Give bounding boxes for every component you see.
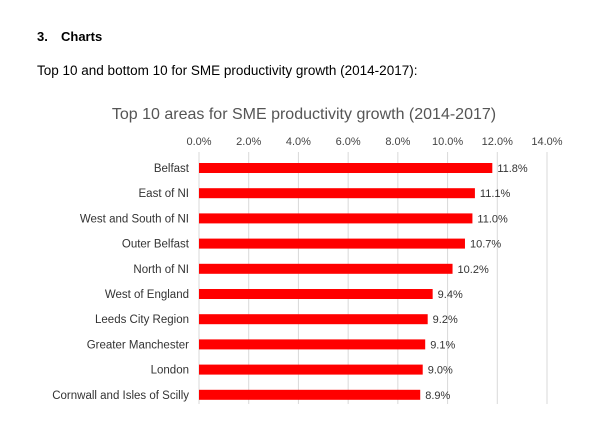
tick-label: 8.0% bbox=[385, 136, 410, 148]
bars bbox=[199, 163, 493, 400]
value-label: 8.9% bbox=[425, 390, 450, 402]
bar bbox=[199, 263, 453, 274]
value-label: 9.4% bbox=[438, 289, 463, 301]
category-labels: Belfast East of NI West and South of NI Out… bbox=[52, 163, 190, 402]
value-label: 9.0% bbox=[428, 365, 453, 377]
bar bbox=[199, 238, 465, 249]
bar bbox=[199, 389, 421, 400]
category-label: North of NI bbox=[133, 264, 189, 276]
category-label: Leeds City Region bbox=[95, 314, 189, 326]
value-label: 11.0% bbox=[477, 213, 508, 225]
tick-label: 10.0% bbox=[432, 136, 463, 148]
bar bbox=[199, 213, 473, 224]
bar bbox=[199, 314, 428, 325]
category-label: Greater Manchester bbox=[87, 339, 189, 351]
tick-label: 2.0% bbox=[236, 136, 261, 148]
section-heading: 3. Charts bbox=[37, 29, 102, 44]
value-label: 10.7% bbox=[470, 239, 501, 251]
tick-label: 12.0% bbox=[482, 136, 513, 148]
section-number: 3. bbox=[37, 29, 48, 44]
bar bbox=[199, 188, 475, 199]
category-label: West of England bbox=[105, 289, 189, 301]
category-label: Outer Belfast bbox=[122, 239, 190, 251]
category-label: East of NI bbox=[139, 188, 190, 200]
category-label: Cornwall and Isles of Scilly bbox=[52, 390, 189, 402]
tick-label: 6.0% bbox=[336, 136, 361, 148]
chart-title: Top 10 areas for SME productivity growth… bbox=[112, 106, 496, 123]
subheading: Top 10 and bottom 10 for SME productivit… bbox=[37, 63, 418, 78]
value-label: 9.1% bbox=[430, 339, 455, 351]
value-labels: 11.8% 11.1% 11.0% 10.7% 10.2% 9.4% 9.2% 9.1% 9.0… bbox=[425, 163, 528, 402]
section-title: Charts bbox=[61, 29, 103, 44]
tick-label: 4.0% bbox=[286, 136, 311, 148]
value-label: 10.2% bbox=[458, 264, 489, 276]
category-label: West and South of NI bbox=[80, 213, 189, 225]
bar bbox=[199, 339, 426, 350]
x-axis-ticks: 0.0% 2.0% 4.0% 6.0% 8.0% 10.0% 12.0% 14.0% bbox=[186, 136, 562, 148]
grid-lines bbox=[198, 152, 548, 404]
tick-label: 0.0% bbox=[186, 136, 211, 148]
value-label: 9.2% bbox=[433, 314, 458, 326]
category-label: Belfast bbox=[154, 163, 190, 175]
bar bbox=[199, 364, 423, 375]
value-label: 11.8% bbox=[497, 163, 528, 175]
tick-label: 14.0% bbox=[531, 136, 562, 148]
bar bbox=[199, 289, 433, 299]
value-label: 11.1% bbox=[480, 188, 511, 200]
bar bbox=[199, 163, 493, 173]
category-label: London bbox=[151, 365, 189, 377]
